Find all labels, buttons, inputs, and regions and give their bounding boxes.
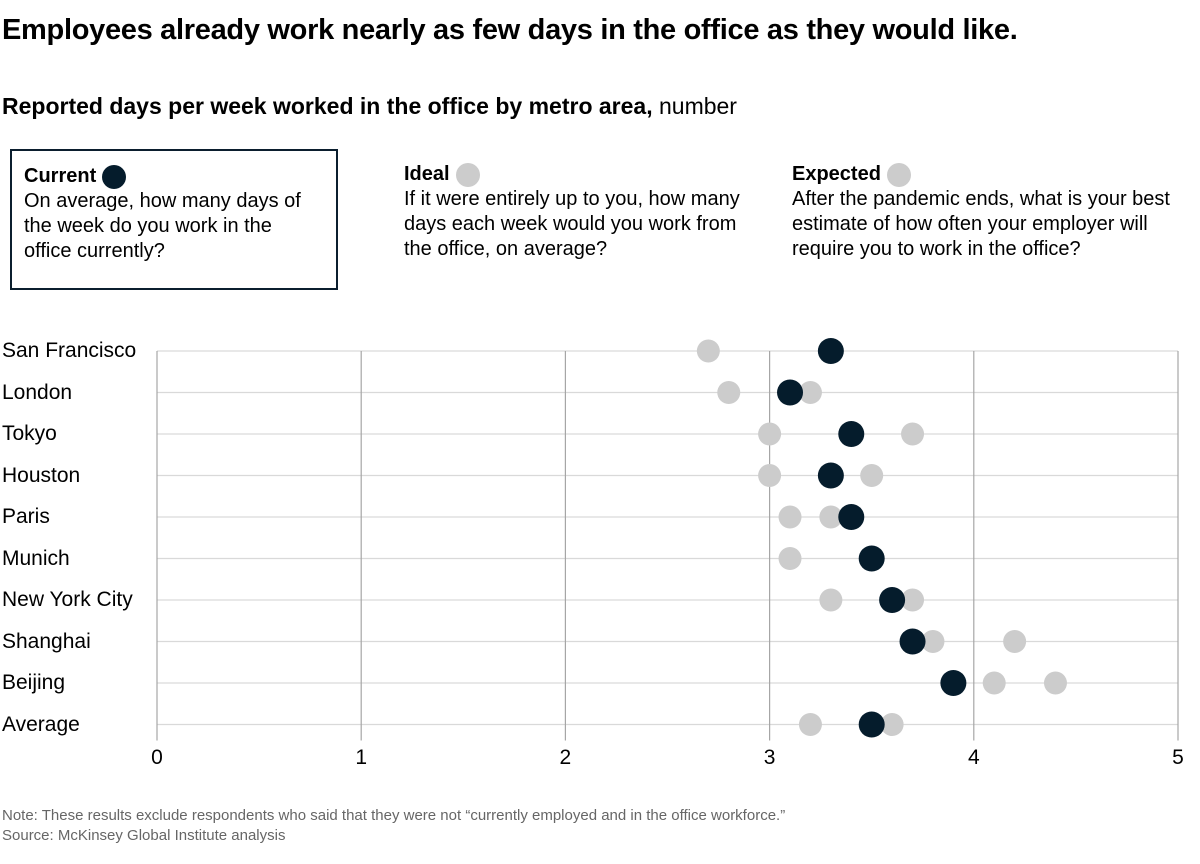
dot-current: [899, 628, 926, 655]
x-tick-label: 0: [151, 746, 163, 769]
legend-expected: Expected After the pandemic ends, what i…: [780, 149, 1200, 286]
legend-expected-question: After the pandemic ends, what is your be…: [792, 188, 1170, 260]
footnote: Note: These results exclude respondents …: [2, 806, 785, 846]
category-label: Shanghai: [2, 629, 91, 653]
dot-ideal: [778, 505, 802, 529]
source-text: Source: McKinsey Global Institute analys…: [2, 827, 286, 844]
dot-ideal: [717, 381, 741, 404]
x-tick-label: 5: [1172, 746, 1184, 769]
dot-current: [817, 338, 844, 364]
dot-current: [940, 670, 967, 696]
dot-ideal: [982, 671, 1006, 695]
category-label: Houston: [2, 463, 81, 487]
dark-dot-icon: [102, 164, 127, 189]
category-label: Beijing: [2, 671, 66, 694]
category-label: Paris: [2, 505, 50, 528]
dot-ideal: [758, 464, 782, 487]
dot-current: [817, 462, 844, 489]
note-text: Note: These results exclude respondents …: [2, 807, 786, 824]
gray-dot-icon: [886, 162, 911, 187]
subtitle-unit: number: [652, 93, 737, 119]
dot-current: [879, 587, 906, 613]
x-tick-label: 3: [763, 746, 776, 769]
dot-current: [858, 711, 885, 738]
category-label: Tokyo: [2, 422, 57, 445]
dot-ideal: [778, 547, 802, 570]
dot-current: [858, 545, 885, 572]
dot-ideal: [758, 422, 782, 446]
chart-subtitle: Reported days per week worked in the off…: [2, 93, 737, 120]
legend-expected-label: Expected: [792, 163, 881, 185]
legend-current: Current On average, how many days of the…: [10, 149, 338, 290]
category-label: San Francisco: [2, 339, 137, 362]
dot-expected: [901, 422, 925, 446]
dot-expected: [860, 464, 884, 487]
dot-current: [777, 379, 804, 406]
dot-expected: [1003, 630, 1027, 653]
dot-ideal: [819, 588, 843, 612]
dot-expected: [1043, 671, 1067, 695]
legend-current-question: On average, how many days of the week do…: [24, 190, 301, 262]
dot-expected: [880, 713, 904, 736]
x-tick-label: 2: [559, 746, 572, 769]
x-tick-label: 4: [967, 746, 980, 769]
dot-ideal: [921, 630, 945, 653]
dot-expected: [901, 588, 925, 612]
legend-ideal: Ideal If it were entirely up to you, how…: [392, 149, 756, 286]
dot-current: [838, 421, 865, 447]
dot-current: [838, 504, 865, 530]
category-label: Average: [2, 712, 80, 736]
category-label: London: [2, 380, 73, 404]
legend-ideal-label: Ideal: [404, 163, 450, 185]
subtitle-main: Reported days per week worked in the off…: [2, 93, 653, 119]
category-label: New York City: [2, 588, 133, 611]
x-tick-label: 1: [355, 746, 368, 769]
dot-expected: [819, 505, 843, 529]
dot-ideal: [696, 339, 720, 363]
category-label: Munich: [2, 546, 70, 570]
legend-ideal-question: If it were entirely up to you, how many …: [404, 188, 740, 260]
legend-current-label: Current: [24, 165, 97, 187]
chart-title: Employees already work nearly as few day…: [2, 14, 1018, 46]
gray-dot-icon: [455, 162, 480, 187]
dot-ideal: [798, 713, 822, 736]
dot-expected: [798, 381, 822, 404]
